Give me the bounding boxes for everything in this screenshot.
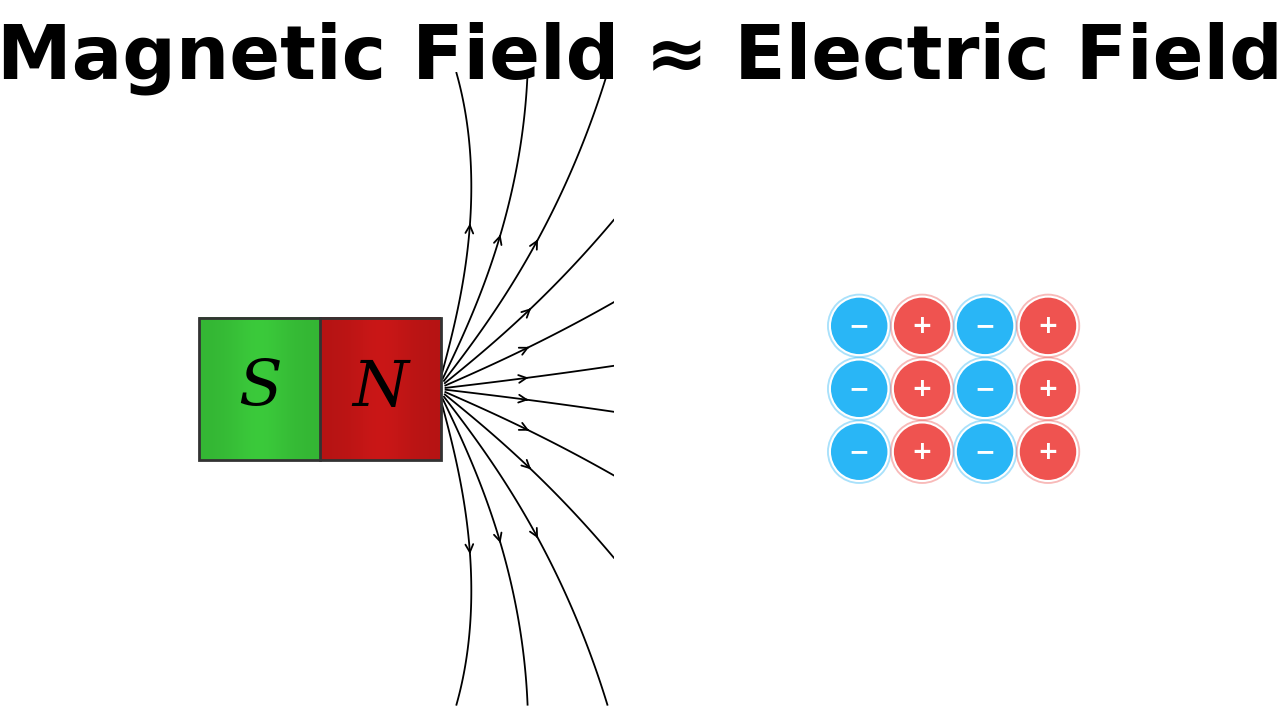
FancyArrowPatch shape: [494, 533, 502, 541]
Circle shape: [827, 420, 891, 484]
Text: +: +: [1038, 377, 1059, 401]
Circle shape: [890, 294, 955, 358]
Circle shape: [952, 294, 1018, 358]
Text: −: −: [849, 314, 869, 338]
FancyArrowPatch shape: [521, 460, 530, 469]
Circle shape: [829, 297, 888, 355]
Circle shape: [956, 359, 1014, 418]
Circle shape: [1016, 356, 1080, 421]
Text: −: −: [849, 377, 869, 401]
Circle shape: [893, 359, 951, 418]
Text: Magnetic Field ≈ Electric Field: Magnetic Field ≈ Electric Field: [0, 22, 1280, 95]
Circle shape: [1016, 294, 1080, 358]
FancyArrowPatch shape: [518, 395, 527, 402]
Circle shape: [956, 297, 1014, 355]
Circle shape: [1019, 423, 1078, 481]
Text: −: −: [974, 440, 996, 464]
Text: +: +: [1038, 314, 1059, 338]
Circle shape: [890, 420, 955, 484]
FancyArrowPatch shape: [521, 309, 530, 318]
FancyArrowPatch shape: [518, 423, 527, 430]
Circle shape: [827, 294, 891, 358]
Circle shape: [890, 356, 955, 421]
Circle shape: [893, 297, 951, 355]
Circle shape: [829, 359, 888, 418]
Circle shape: [1019, 297, 1078, 355]
Text: N: N: [352, 358, 408, 420]
Text: −: −: [974, 377, 996, 401]
Text: S: S: [238, 358, 282, 420]
Circle shape: [829, 423, 888, 481]
FancyArrowPatch shape: [518, 375, 527, 383]
Circle shape: [952, 420, 1018, 484]
Circle shape: [1019, 359, 1078, 418]
Circle shape: [893, 423, 951, 481]
Bar: [200, 318, 440, 460]
Text: −: −: [849, 440, 869, 464]
Circle shape: [1016, 420, 1080, 484]
FancyArrowPatch shape: [518, 348, 527, 355]
Circle shape: [956, 423, 1014, 481]
FancyArrowPatch shape: [530, 528, 538, 537]
Text: −: −: [974, 314, 996, 338]
Circle shape: [952, 356, 1018, 421]
FancyArrowPatch shape: [466, 225, 474, 233]
FancyArrowPatch shape: [466, 544, 474, 552]
Text: +: +: [911, 377, 933, 401]
FancyArrowPatch shape: [530, 240, 538, 250]
FancyArrowPatch shape: [494, 236, 502, 245]
Text: +: +: [911, 440, 933, 464]
Circle shape: [827, 356, 891, 421]
Text: +: +: [1038, 440, 1059, 464]
Text: +: +: [911, 314, 933, 338]
